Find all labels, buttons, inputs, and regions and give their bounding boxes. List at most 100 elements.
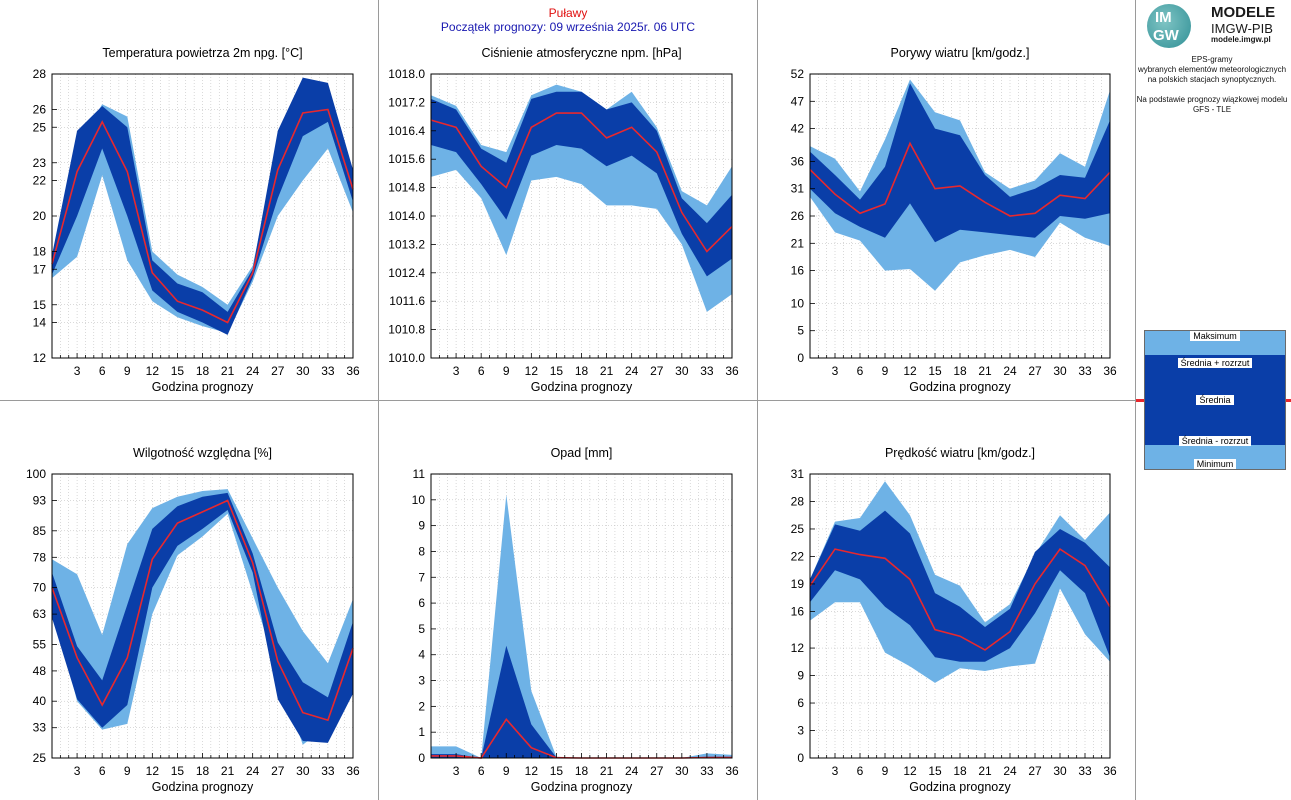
x-axis-label: Godzina prognozy xyxy=(531,780,633,794)
x-tick-label: 3 xyxy=(453,764,460,778)
series-mean-line xyxy=(809,548,1111,651)
x-tick-label: 24 xyxy=(1003,764,1017,778)
series-band-spread xyxy=(52,492,353,743)
series-band-spread xyxy=(431,645,732,758)
y-tick-label: 14 xyxy=(33,316,47,330)
x-tick-label: 9 xyxy=(882,764,889,778)
y-tick-label: 48 xyxy=(33,664,47,678)
y-tick-label: 33 xyxy=(33,721,47,735)
x-tick-label: 15 xyxy=(171,364,185,378)
y-tick-label: 11 xyxy=(413,467,426,481)
imgw-logo: IM GW MODELE IMGW-PIB modele.imgw.pl xyxy=(1145,2,1285,48)
y-tick-label: 1011.6 xyxy=(389,294,425,308)
y-tick-label: 25 xyxy=(33,751,47,765)
x-tick-label: 21 xyxy=(600,764,614,778)
y-tick-label: 1010.8 xyxy=(388,323,425,337)
chart-panel: 3 6 9 12 15 18 21 24 27 30 33 362533404855637078859… xyxy=(26,446,360,794)
x-tick-label: 15 xyxy=(550,364,564,378)
y-tick-label: 6 xyxy=(797,696,804,710)
series-mean-line xyxy=(809,141,1111,217)
y-tick-label: 0 xyxy=(418,751,425,765)
y-tick-label: 12 xyxy=(33,351,47,365)
y-tick-label: 28 xyxy=(33,67,47,81)
x-tick-label: 30 xyxy=(675,764,689,778)
y-tick-label: 0 xyxy=(797,751,804,765)
chart-title: Opad [mm] xyxy=(551,446,613,460)
y-tick-label: 26 xyxy=(791,209,805,223)
y-tick-label: 47 xyxy=(791,94,805,108)
chart-panel: 3 6 9 12 15 18 21 24 27 30 33 36036912161922252831P… xyxy=(791,446,1117,794)
y-tick-label: 25 xyxy=(33,120,47,134)
description-line: wybranych elementów meteorologicznych xyxy=(1137,65,1287,74)
y-tick-label: 63 xyxy=(33,607,47,621)
y-tick-label: 55 xyxy=(33,637,47,651)
x-tick-label: 33 xyxy=(700,764,714,778)
description-line: EPS-gramy xyxy=(1191,55,1233,64)
x-tick-label: 12 xyxy=(146,364,160,378)
logo-letters-top: IM xyxy=(1155,9,1172,26)
y-tick-label: 52 xyxy=(791,67,805,81)
y-tick-label: 22 xyxy=(791,549,805,563)
y-tick-label: 1018.0 xyxy=(388,67,425,81)
chart-title: Prędkość wiatru [km/godz.] xyxy=(885,446,1035,460)
y-tick-label: 3 xyxy=(418,674,425,688)
x-tick-label: 24 xyxy=(1003,364,1017,378)
chart-title: Porywy wiatru [km/godz.] xyxy=(891,46,1030,60)
y-tick-label: 78 xyxy=(33,550,47,564)
chart-panel: 3 6 9 12 15 18 21 24 27 30 33 361010.01010.81011.61… xyxy=(388,46,739,394)
x-tick-label: 30 xyxy=(1053,364,1067,378)
chart-panel: 3 6 9 12 15 18 21 24 27 30 33 361214151718202223252… xyxy=(33,46,360,394)
x-tick-label: 3 xyxy=(74,364,81,378)
x-tick-label: 9 xyxy=(124,764,131,778)
y-tick-label: 0 xyxy=(797,351,804,365)
x-tick-label: 24 xyxy=(246,764,260,778)
x-tick-label: 21 xyxy=(221,764,235,778)
y-tick-label: 1014.0 xyxy=(388,209,425,223)
x-axis-label: Godzina prognozy xyxy=(909,780,1011,794)
legend-mean-minus-label: Średnia - rozrzut xyxy=(1145,436,1285,446)
y-tick-label: 70 xyxy=(33,581,47,595)
chart-title: Wilgotność względna [%] xyxy=(133,446,272,460)
description: EPS-gramy wybranych elementów meteorolog… xyxy=(1133,55,1291,115)
y-tick-label: 25 xyxy=(791,522,805,536)
y-tick-label: 8 xyxy=(418,544,425,558)
y-tick-label: 21 xyxy=(791,236,805,250)
x-axis-label: Godzina prognozy xyxy=(152,780,254,794)
y-tick-label: 9 xyxy=(418,519,425,533)
y-tick-label: 1016.4 xyxy=(388,124,425,138)
y-tick-label: 1014.8 xyxy=(388,181,425,195)
y-tick-label: 16 xyxy=(791,604,805,618)
y-tick-label: 5 xyxy=(418,622,425,636)
x-tick-label: 6 xyxy=(99,764,106,778)
legend-mean-plus-label: Średnia + rozrzut xyxy=(1145,358,1285,368)
station-name: Puławy xyxy=(548,6,588,20)
series-band-spread xyxy=(52,77,353,335)
y-tick-label: 7 xyxy=(418,570,425,584)
x-tick-label: 12 xyxy=(903,364,917,378)
series-mean-line xyxy=(51,499,354,722)
x-tick-label: 30 xyxy=(675,364,689,378)
logo-letters-bottom: GW xyxy=(1153,27,1179,44)
logo-subtitle: IMGW-PIB xyxy=(1211,21,1273,36)
y-tick-label: 1017.2 xyxy=(388,95,425,109)
series-band-spread xyxy=(431,91,732,277)
x-tick-label: 15 xyxy=(928,764,942,778)
x-tick-label: 3 xyxy=(832,364,839,378)
x-tick-label: 33 xyxy=(700,364,714,378)
y-tick-label: 1012.4 xyxy=(388,266,425,280)
x-tick-label: 36 xyxy=(1103,364,1117,378)
series-mean-line xyxy=(430,112,733,253)
x-tick-label: 36 xyxy=(346,764,360,778)
chart-panel: 3 6 9 12 15 18 21 24 27 30 33 360510162126313642475… xyxy=(791,46,1117,394)
x-axis-label: Godzina prognozy xyxy=(152,380,254,394)
series-band-spread xyxy=(810,510,1110,662)
x-tick-label: 18 xyxy=(196,364,210,378)
y-tick-label: 85 xyxy=(33,524,47,538)
x-tick-label: 12 xyxy=(146,764,160,778)
x-tick-label: 36 xyxy=(346,364,360,378)
legend-min-label: Minimum xyxy=(1145,459,1285,469)
y-tick-label: 28 xyxy=(791,494,805,508)
y-tick-label: 22 xyxy=(33,174,47,188)
x-tick-label: 15 xyxy=(550,764,564,778)
